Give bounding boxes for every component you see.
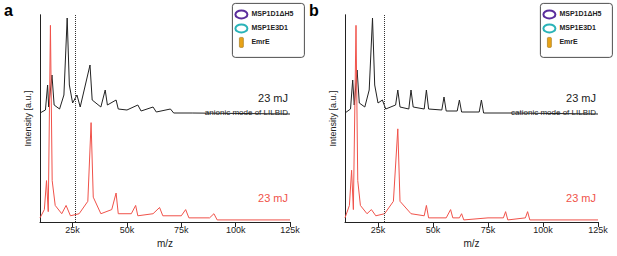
svg-text:125k: 125k [280,225,300,235]
svg-text:Intensity [a.u.]: Intensity [a.u.] [328,90,338,146]
svg-text:75k: 75k [174,225,189,235]
svg-text:23 mJ: 23 mJ [258,192,288,204]
svg-text:MSP1D1ΔH5: MSP1D1ΔH5 [559,10,601,17]
svg-text:25k: 25k [371,225,386,235]
svg-text:MSP1E3D1: MSP1E3D1 [559,24,596,31]
svg-text:23 mJ: 23 mJ [566,192,596,204]
svg-text:EmrE: EmrE [559,38,578,45]
svg-text:b: b [309,2,319,19]
svg-text:23 mJ: 23 mJ [566,92,596,104]
svg-text:a: a [4,2,13,19]
svg-text:MSP1D1ΔH5: MSP1D1ΔH5 [251,10,293,17]
svg-text:50k: 50k [120,225,135,235]
svg-text:cationic mode of LILBID: cationic mode of LILBID [511,108,596,117]
svg-text:m/z: m/z [463,238,479,249]
svg-text:23 mJ: 23 mJ [258,92,288,104]
svg-text:anionic mode of LILBID: anionic mode of LILBID [205,108,288,117]
svg-text:100k: 100k [533,225,553,235]
svg-text:EmrE: EmrE [251,38,270,45]
svg-text:25k: 25k [65,225,80,235]
svg-text:50k: 50k [426,225,441,235]
svg-text:m/z: m/z [157,238,173,249]
svg-text:Intensity [a.u.]: Intensity [a.u.] [23,90,33,146]
svg-text:125k: 125k [588,225,608,235]
svg-text:100k: 100k [226,225,246,235]
svg-text:MSP1E3D1: MSP1E3D1 [251,24,288,31]
svg-text:75k: 75k [481,225,496,235]
